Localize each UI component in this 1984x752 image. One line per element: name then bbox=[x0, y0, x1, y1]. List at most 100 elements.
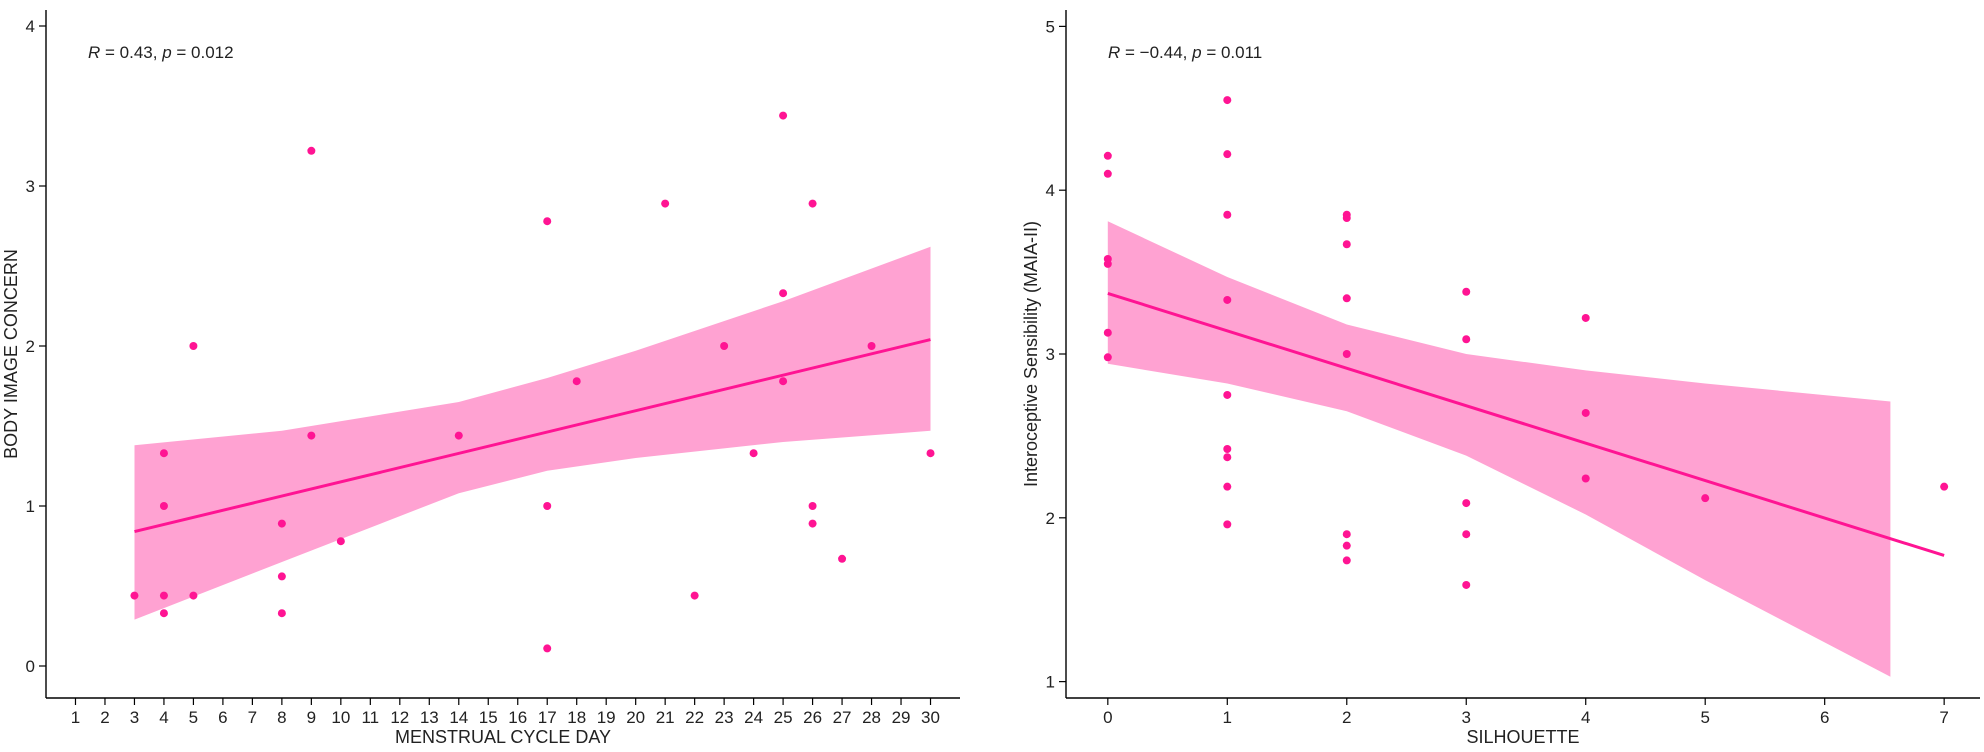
right-data-point bbox=[1701, 494, 1710, 503]
left-points-layer bbox=[130, 111, 935, 653]
left-data-point bbox=[808, 519, 817, 528]
right-data-point bbox=[1223, 482, 1232, 491]
right-data-point bbox=[1223, 453, 1232, 462]
left-data-point bbox=[808, 199, 817, 208]
right-regression-line bbox=[1107, 291, 1945, 557]
left-data-point bbox=[307, 431, 316, 440]
left-data-point bbox=[720, 342, 729, 350]
left-data-point bbox=[336, 537, 345, 546]
right-data-point bbox=[1342, 350, 1351, 358]
right-data-point bbox=[1342, 294, 1351, 303]
left-x-tick-label: 24 bbox=[744, 708, 763, 727]
left-x-axis-title: MENSTRUAL CYCLE DAY bbox=[395, 727, 611, 747]
right-x-tick-label: 3 bbox=[1462, 708, 1471, 727]
right-data-point bbox=[1462, 335, 1471, 344]
left-x-tick-label: 1 bbox=[71, 708, 80, 727]
left-x-tick-label: 20 bbox=[626, 708, 645, 727]
left-panel: 1 2 3 4 5 6 7 8 9 10 11 12 13 14 15 16 17 18 19 20 21 22 23 24 2… bbox=[1, 10, 960, 747]
left-y-tick-label: 4 bbox=[26, 17, 35, 36]
left-y-tick-label: 0 bbox=[26, 657, 35, 676]
right-data-point bbox=[1223, 445, 1232, 454]
left-x-tick-label: 13 bbox=[420, 708, 439, 727]
left-data-point bbox=[277, 519, 286, 528]
right-data-point bbox=[1462, 287, 1471, 296]
left-data-point bbox=[189, 342, 198, 350]
left-x-tick-label: 10 bbox=[331, 708, 350, 727]
right-data-point bbox=[1223, 520, 1232, 529]
right-correlation-annotation: R = −0.44, p = 0.011 bbox=[1108, 43, 1262, 62]
left-data-point bbox=[543, 502, 552, 510]
left-data-point bbox=[749, 449, 758, 458]
left-x-tick-label: 17 bbox=[538, 708, 557, 727]
right-points-layer bbox=[1103, 96, 1949, 589]
right-x-tick-label: 2 bbox=[1342, 708, 1351, 727]
right-data-point bbox=[1103, 259, 1112, 268]
left-x-tick-label: 23 bbox=[715, 708, 734, 727]
right-data-point bbox=[1342, 214, 1351, 223]
left-x-tick-label: 8 bbox=[277, 708, 286, 727]
left-x-tick-label: 28 bbox=[862, 708, 881, 727]
left-data-point bbox=[159, 502, 168, 510]
left-data-point bbox=[867, 342, 876, 350]
left-x-tick-label: 18 bbox=[567, 708, 586, 727]
right-x-tick-label: 1 bbox=[1223, 708, 1232, 727]
right-data-point bbox=[1103, 151, 1112, 160]
left-data-point bbox=[572, 377, 581, 386]
left-x-tick-label: 14 bbox=[449, 708, 468, 727]
right-fit-line-layer bbox=[1107, 291, 1945, 557]
left-data-point bbox=[779, 377, 788, 386]
left-confidence-band-layer bbox=[134, 246, 931, 620]
left-x-tick-label: 25 bbox=[774, 708, 793, 727]
right-x-tick-label: 7 bbox=[1939, 708, 1948, 727]
right-panel: 0 1 2 3 4 5 6 7 1 2 3 4 5 SILHOUETTE Interoceptive … bbox=[1021, 10, 1980, 747]
left-data-point bbox=[661, 199, 670, 208]
left-x-tick-label: 27 bbox=[833, 708, 852, 727]
left-x-tick-label: 9 bbox=[307, 708, 316, 727]
left-data-point bbox=[779, 289, 788, 298]
left-y-tick-label: 3 bbox=[26, 177, 35, 196]
left-data-point bbox=[543, 644, 552, 653]
right-x-tick-label: 0 bbox=[1103, 708, 1112, 727]
right-data-point bbox=[1342, 556, 1351, 565]
left-data-point bbox=[277, 609, 286, 618]
right-data-point bbox=[1462, 580, 1471, 589]
left-x-tick-label: 21 bbox=[656, 708, 675, 727]
left-regression-line bbox=[134, 338, 931, 534]
left-x-tick-label: 3 bbox=[130, 708, 139, 727]
left-data-point bbox=[277, 572, 286, 581]
right-x-axis-title: SILHOUETTE bbox=[1466, 727, 1579, 747]
right-y-tick-label: 4 bbox=[1046, 181, 1055, 200]
left-x-tick-label: 6 bbox=[218, 708, 227, 727]
right-data-point bbox=[1223, 96, 1232, 105]
left-y-ticks: 0 1 2 3 4 bbox=[26, 17, 46, 676]
left-x-tick-label: 26 bbox=[803, 708, 822, 727]
right-confidence-band bbox=[1107, 221, 1891, 677]
right-x-tick-label: 4 bbox=[1581, 708, 1590, 727]
right-data-point bbox=[1342, 240, 1351, 249]
left-x-tick-label: 19 bbox=[597, 708, 616, 727]
left-fit-line-layer bbox=[134, 338, 931, 534]
left-data-point bbox=[159, 449, 168, 458]
left-data-point bbox=[543, 217, 552, 226]
left-confidence-band bbox=[134, 246, 931, 620]
left-x-tick-label: 7 bbox=[248, 708, 257, 727]
left-y-axis-title: BODY IMAGE CONCERN bbox=[1, 249, 21, 459]
right-x-tick-label: 6 bbox=[1820, 708, 1829, 727]
left-data-point bbox=[454, 431, 463, 440]
left-data-point bbox=[159, 609, 168, 618]
left-data-point bbox=[690, 591, 699, 600]
right-confidence-band-layer bbox=[1107, 221, 1891, 677]
left-data-point bbox=[307, 146, 316, 155]
right-y-tick-label: 2 bbox=[1046, 509, 1055, 528]
right-y-tick-label: 3 bbox=[1046, 345, 1055, 364]
left-data-point bbox=[926, 449, 935, 458]
right-y-axis-title: Interoceptive Sensibility (MAIA-II) bbox=[1021, 221, 1041, 487]
left-x-ticks: 1 2 3 4 5 6 7 8 9 10 11 12 13 14 15 16 17 18 19 20 21 22 23 24 2… bbox=[71, 698, 940, 727]
left-data-point bbox=[808, 502, 817, 510]
left-x-tick-label: 12 bbox=[390, 708, 409, 727]
right-data-point bbox=[1342, 530, 1351, 539]
right-x-ticks: 0 1 2 3 4 5 6 7 bbox=[1103, 698, 1949, 727]
right-data-point bbox=[1223, 390, 1232, 399]
left-data-point bbox=[159, 591, 168, 600]
